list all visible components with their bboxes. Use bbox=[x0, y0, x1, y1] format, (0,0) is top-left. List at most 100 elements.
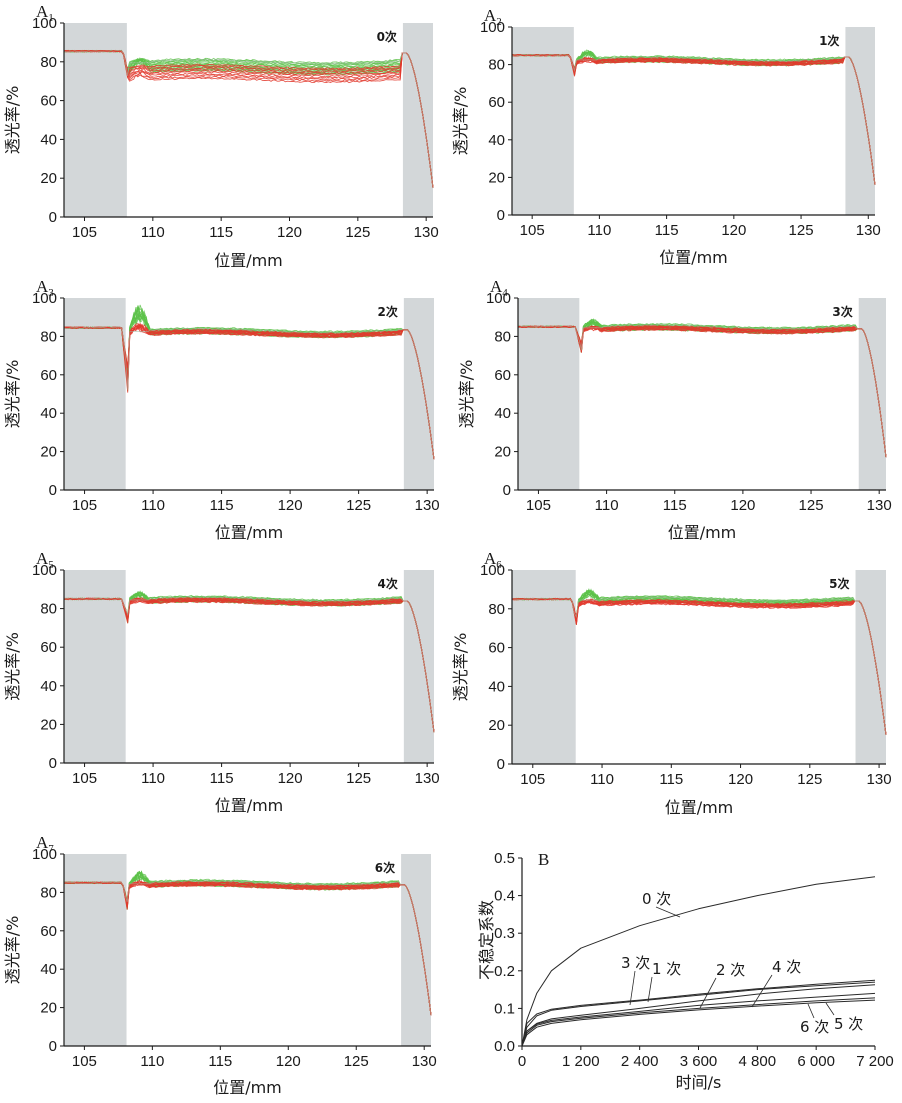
y-tick-label: 0.0 bbox=[494, 1038, 515, 1055]
y-tick-label: 100 bbox=[480, 562, 505, 579]
x-tick-label: 105 bbox=[72, 1053, 97, 1070]
gray-trace bbox=[63, 879, 432, 1016]
x-tick-label: 105 bbox=[72, 497, 97, 514]
x-axis-title: 位置/mm bbox=[213, 1078, 282, 1097]
panel-label: A7 bbox=[36, 833, 54, 855]
y-tick-label: 0 bbox=[49, 755, 57, 772]
y-tick-label: 80 bbox=[488, 601, 505, 618]
y-tick-label: 60 bbox=[40, 93, 57, 110]
y-tick-label: 100 bbox=[32, 290, 57, 307]
y-tick-label: 0.2 bbox=[494, 963, 515, 980]
y-tick-label: 0.5 bbox=[494, 850, 515, 867]
shaded-region-right bbox=[845, 27, 875, 215]
panel-label: A3 bbox=[36, 277, 54, 299]
series-label: 6 次 bbox=[800, 1018, 829, 1036]
x-axis-title: 位置/mm bbox=[215, 523, 284, 542]
x-tick-label: 3 600 bbox=[680, 1053, 718, 1070]
panel-label: B bbox=[538, 850, 549, 869]
panel-b: 0.0 0.1 0.2 0.3 0.4 0.5 0 1 200 2 400 3 600 4 800 6… bbox=[477, 850, 894, 1092]
y-tick-label: 80 bbox=[40, 328, 57, 345]
x-tick-label: 1 200 bbox=[562, 1053, 600, 1070]
y-axis-title: 透光率/% bbox=[451, 633, 470, 702]
shaded-region-right bbox=[402, 23, 433, 217]
y-tick-label: 80 bbox=[40, 601, 57, 618]
count-label: 0次 bbox=[377, 29, 397, 44]
x-tick-label: 125 bbox=[345, 224, 370, 241]
panel-letter: A bbox=[484, 549, 497, 568]
y-tick-label: 80 bbox=[488, 57, 505, 74]
y-tick-label: 0 bbox=[497, 207, 505, 224]
x-axis-title: 位置/mm bbox=[668, 523, 737, 542]
panel-subscript: 5 bbox=[48, 559, 54, 571]
y-axis-title: 不稳定系数 bbox=[477, 900, 496, 980]
y-tick-label: 40 bbox=[40, 131, 57, 148]
y-tick-label: 80 bbox=[40, 884, 57, 901]
x-tick-label: 120 bbox=[728, 771, 753, 788]
series-label: 5 次 bbox=[834, 1015, 863, 1033]
x-axis-title: 时间/s bbox=[676, 1073, 722, 1092]
panel-subscript: 4 bbox=[502, 287, 508, 299]
y-tick-label: 20 bbox=[40, 716, 57, 733]
y-tick-label: 60 bbox=[488, 94, 505, 111]
x-tick-label: 125 bbox=[797, 771, 822, 788]
shaded-region-left bbox=[64, 298, 126, 490]
count-label: 4次 bbox=[377, 576, 397, 591]
panel-subscript: 2 bbox=[496, 16, 502, 28]
shaded-region-right bbox=[401, 854, 431, 1046]
shaded-region-left bbox=[64, 854, 127, 1046]
panel-subscript: 3 bbox=[48, 287, 54, 299]
x-tick-label: 130 bbox=[867, 771, 892, 788]
leader-line bbox=[751, 974, 773, 1008]
x-axis-title: 位置/mm bbox=[659, 248, 728, 267]
x-tick-label: 120 bbox=[276, 1053, 301, 1070]
series-label: 3 次 bbox=[621, 954, 650, 972]
count-label: 3次 bbox=[832, 304, 852, 319]
y-tick-label: 40 bbox=[40, 961, 57, 978]
leader-line bbox=[699, 977, 717, 1009]
panel-subscript: 1 bbox=[48, 12, 54, 24]
x-tick-label: 130 bbox=[415, 770, 440, 787]
y-tick-label: 100 bbox=[32, 562, 57, 579]
series-label: 2 次 bbox=[716, 961, 745, 979]
x-tick-label: 105 bbox=[72, 224, 97, 241]
shaded-region-left bbox=[518, 298, 580, 490]
x-axis-title: 位置/mm bbox=[214, 251, 283, 270]
x-tick-label: 105 bbox=[520, 222, 545, 239]
y-tick-label: 20 bbox=[40, 1000, 57, 1017]
x-tick-label: 115 bbox=[210, 770, 234, 787]
shaded-region-left bbox=[64, 570, 126, 763]
y-tick-label: 40 bbox=[40, 678, 57, 695]
series-label: 1 次 bbox=[652, 960, 681, 978]
y-tick-label: 60 bbox=[494, 367, 511, 384]
x-tick-label: 120 bbox=[277, 224, 302, 241]
x-axis-title: 位置/mm bbox=[665, 798, 734, 817]
red-trace bbox=[63, 323, 435, 460]
x-tick-label: 110 bbox=[141, 770, 165, 787]
y-tick-label: 60 bbox=[488, 640, 505, 657]
panel-label: A4 bbox=[490, 277, 508, 299]
y-tick-label: 0 bbox=[503, 482, 511, 499]
x-tick-label: 4 800 bbox=[739, 1053, 777, 1070]
series-line-0 bbox=[521, 876, 876, 1047]
red-trace bbox=[511, 597, 887, 735]
leader-line bbox=[647, 976, 653, 1003]
gray-trace bbox=[63, 596, 435, 733]
series-line-5 bbox=[521, 997, 876, 1047]
panel-letter: A bbox=[36, 549, 49, 568]
series-line-1 bbox=[521, 981, 876, 1047]
y-tick-label: 60 bbox=[40, 367, 57, 384]
x-tick-label: 110 bbox=[140, 1053, 164, 1070]
leader-line bbox=[629, 970, 636, 1006]
y-tick-label: 0 bbox=[49, 209, 57, 226]
series-label: 4 次 bbox=[772, 958, 801, 976]
panel-subscript: 7 bbox=[48, 843, 54, 855]
gray-trace bbox=[63, 326, 435, 460]
y-tick-label: 0.4 bbox=[494, 888, 515, 905]
y-tick-label: 80 bbox=[494, 328, 511, 345]
leader-line bbox=[825, 1002, 835, 1016]
